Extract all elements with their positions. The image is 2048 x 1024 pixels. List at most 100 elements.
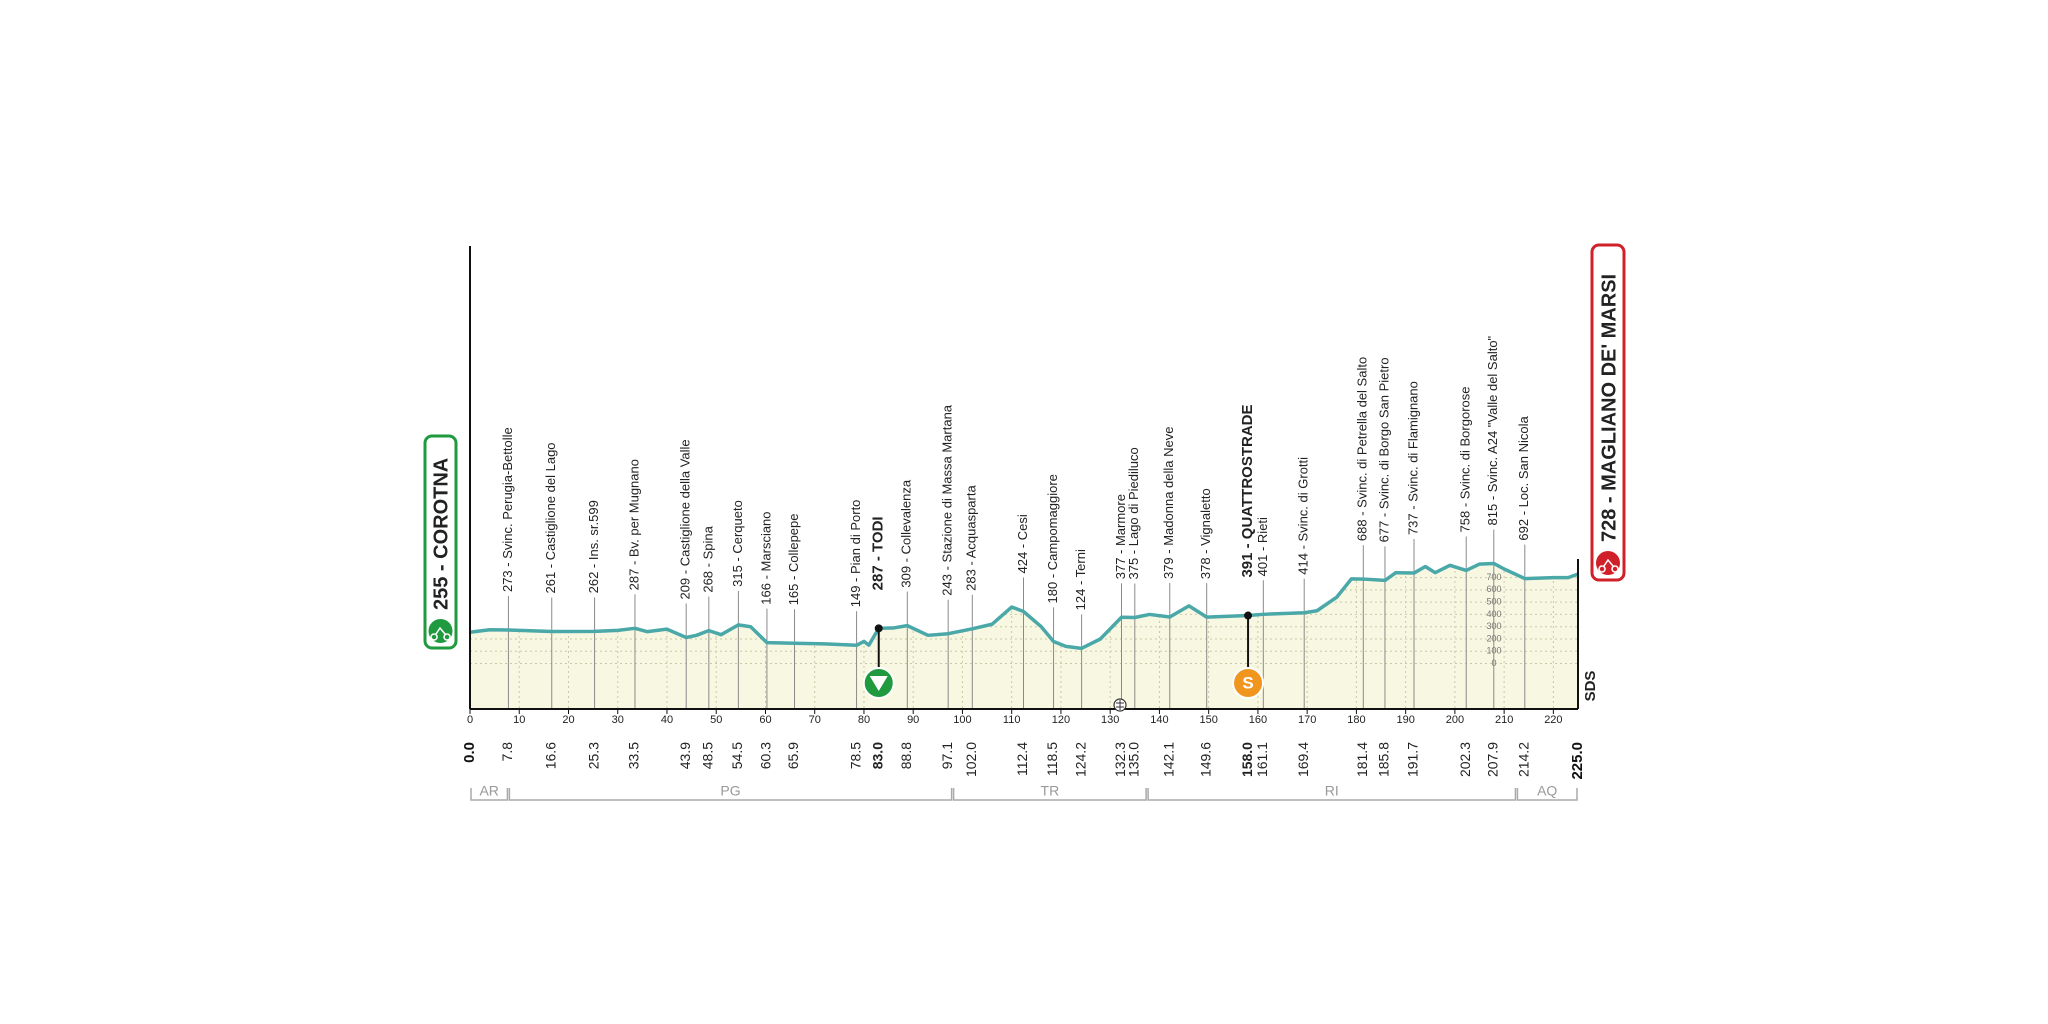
- waypoint-label: 414 - Svinc. di Grotti: [1296, 457, 1311, 575]
- x-tick-label: 200: [1446, 714, 1464, 726]
- side-label: SDS: [1582, 671, 1599, 702]
- waypoint-label: 149 - Pian di Porto: [848, 500, 863, 608]
- waypoint-label: 378 - Vignaletto: [1198, 488, 1213, 579]
- waypoint-label: 758 - Svinc. di Borgorose: [1458, 386, 1473, 532]
- waypoint-label: 124 - Terni: [1073, 549, 1088, 610]
- start-box: [423, 434, 458, 650]
- km-label: 65.9: [785, 742, 801, 769]
- km-label: 118.5: [1044, 742, 1060, 776]
- x-tick-label: 130: [1101, 714, 1119, 726]
- finish-icon-bike: [1598, 558, 1619, 573]
- waypoint-label: 377 - Marmore: [1113, 494, 1128, 579]
- finish-icon: [1596, 551, 1620, 575]
- waypoint-label: 375 - Lago di Piediluco: [1126, 447, 1141, 579]
- y-tick-label: 100: [1486, 646, 1501, 656]
- finish-label: 728 - MAGLIANO DE' MARSI: [1598, 274, 1620, 542]
- km-label: 112.4: [1014, 742, 1030, 776]
- marker-dot: [874, 624, 883, 633]
- intermediate-icon-lines: [1116, 700, 1125, 710]
- waypoint-label: 287 - TODI: [870, 516, 887, 590]
- x-tick-label: 150: [1199, 714, 1217, 726]
- region-bracket: [508, 788, 953, 801]
- waypoint-label: 262 - Ins. sr.599: [586, 500, 601, 593]
- marker-dot: [1244, 611, 1253, 620]
- km-label: 135.0: [1126, 742, 1142, 777]
- waypoint-label: 379 - Madonna della Neve: [1161, 427, 1176, 580]
- region-bracket: [1147, 788, 1517, 801]
- region-bracket: [1516, 788, 1578, 801]
- waypoint-label: 815 - Svinc. A24 "Valle del Salto": [1485, 335, 1500, 525]
- x-tick-label: 30: [612, 714, 624, 726]
- elevation-line: [469, 561, 1579, 651]
- waypoint-label: 315 - Cerqueto: [730, 500, 745, 587]
- km-label: 158.0: [1239, 742, 1255, 777]
- waypoint-label: 424 - Cesi: [1015, 514, 1030, 573]
- km-label: 181.4: [1354, 742, 1370, 777]
- km-label: 43.9: [677, 742, 693, 769]
- region-label: RI: [1325, 783, 1339, 799]
- waypoint-label: 688 - Svinc. di Petrella del Salto: [1355, 357, 1370, 541]
- waypoint-label: 166 - Marsciano: [758, 511, 773, 604]
- waypoint-label: 261 - Castiglione del Lago: [543, 442, 558, 593]
- waypoint-label: 287 - Bv. per Mugnano: [626, 459, 641, 590]
- x-tick-label: 90: [907, 714, 919, 726]
- x-tick-label: 120: [1052, 714, 1070, 726]
- start-icon: [428, 619, 453, 643]
- y-tick-label: 500: [1486, 597, 1501, 607]
- x-tick-label: 110: [1003, 714, 1021, 726]
- marker-triangle: [869, 676, 888, 691]
- waypoint-label: 309 - Collevalenza: [899, 479, 914, 587]
- km-label: 185.8: [1376, 742, 1392, 777]
- km-label: 149.6: [1197, 742, 1213, 777]
- km-label: 214.2: [1516, 742, 1532, 777]
- y-tick-label: 400: [1486, 609, 1501, 619]
- x-tick-label: 80: [858, 714, 870, 726]
- x-tick-label: 40: [661, 714, 673, 726]
- km-label: 33.5: [626, 742, 642, 769]
- finish-km-label: 225.0: [1569, 742, 1586, 780]
- region-bracket: [952, 788, 1147, 801]
- x-tick-label: 170: [1298, 714, 1316, 726]
- km-label: 202.3: [1457, 742, 1473, 777]
- x-tick-label: 210: [1495, 714, 1513, 726]
- y-tick-label: 300: [1486, 621, 1501, 631]
- km-label: 142.1: [1160, 742, 1176, 777]
- x-tick-label: 20: [562, 714, 574, 726]
- waypoint-label: 391 - QUATTROSTRADE: [1239, 404, 1256, 577]
- waypoint-label: 677 - Svinc. di Borgo San Pietro: [1376, 357, 1391, 542]
- waypoint-label: 209 - Castiglione della Valle: [678, 439, 693, 599]
- waypoint-label: 692 - Loc. San Nicola: [1516, 416, 1531, 541]
- km-label: 78.5: [847, 742, 863, 769]
- waypoint-label: 243 - Stazione di Massa Martana: [940, 404, 955, 596]
- km-label: 48.5: [700, 742, 716, 769]
- km-label: 124.2: [1072, 742, 1088, 777]
- waypoint-label: 268 - Spina: [700, 525, 715, 592]
- x-tick-label: 0: [467, 714, 473, 726]
- marker-text: S: [1242, 673, 1253, 692]
- region-bracket: [470, 788, 509, 801]
- km-label: 102.0: [963, 742, 979, 777]
- km-label: 60.3: [758, 742, 774, 769]
- km-label: 169.4: [1295, 742, 1311, 777]
- marker-icon: [1232, 667, 1265, 699]
- region-label: PG: [720, 783, 740, 799]
- x-tick-label: 140: [1150, 714, 1168, 726]
- waypoint-label: 273 - Svinc. Perugia-Bettolle: [500, 427, 515, 592]
- start-label: 255 - COROTNA: [430, 458, 452, 610]
- x-tick-label: 10: [513, 714, 525, 726]
- y-tick-label: 600: [1486, 584, 1501, 594]
- km-label: 54.5: [729, 742, 745, 769]
- finish-box: [1590, 243, 1626, 582]
- km-label: 97.1: [939, 742, 955, 769]
- km-label: 83.0: [869, 742, 885, 769]
- region-label: AQ: [1537, 783, 1557, 799]
- x-tick-label: 60: [759, 714, 771, 726]
- x-tick-label: 50: [710, 714, 722, 726]
- km-label: 161.1: [1254, 742, 1270, 777]
- waypoint-label: 165 - Collepepe: [786, 513, 801, 605]
- km-label: 207.9: [1484, 742, 1500, 777]
- region-label: AR: [479, 783, 498, 799]
- x-tick-label: 70: [809, 714, 821, 726]
- y-tick-label: 200: [1486, 633, 1501, 643]
